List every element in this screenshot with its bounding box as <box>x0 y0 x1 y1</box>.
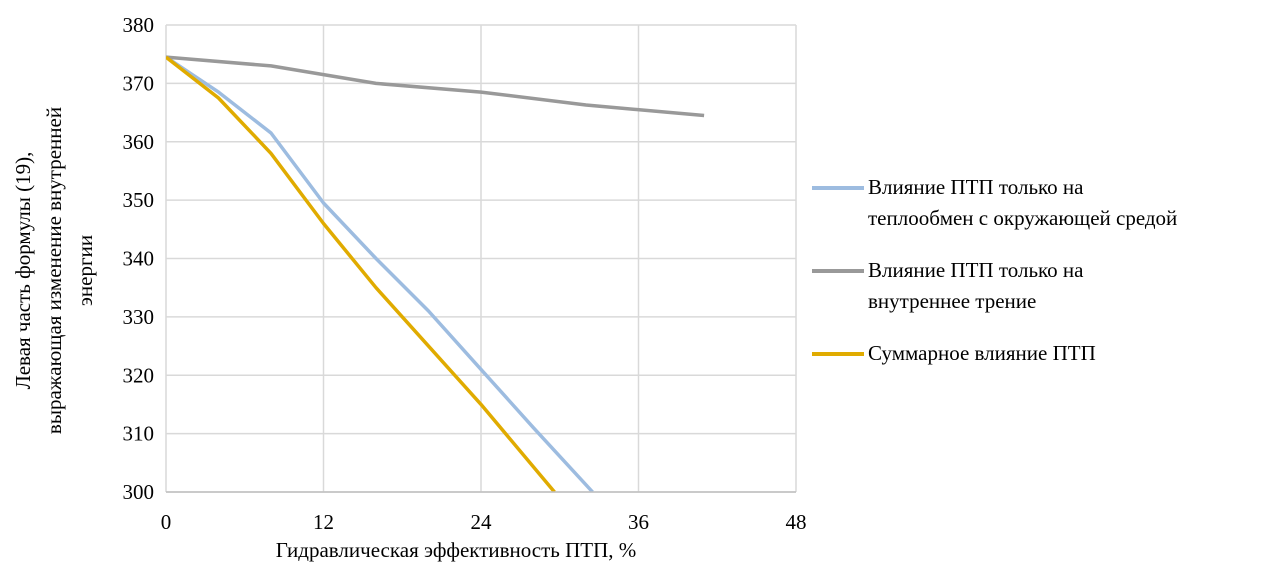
legend-swatch <box>812 269 864 273</box>
legend: Влияние ПТП только на теплообмен с окружа… <box>812 172 1262 369</box>
legend-label: теплообмен с окружающей средой <box>868 206 1178 230</box>
x-tick-label: 0 <box>161 510 172 534</box>
y-tick-label: 380 <box>123 13 155 37</box>
legend-item-3: Суммарное влияние ПТП <box>812 338 1262 369</box>
y-tick-label: 300 <box>123 480 155 504</box>
x-tick-label: 48 <box>786 510 807 534</box>
legend-label: внутреннее трение <box>868 289 1037 313</box>
legend-item-1: Влияние ПТП только на теплообмен с окружа… <box>812 172 1262 234</box>
y-tick-label: 360 <box>123 130 155 154</box>
y-tick-label: 340 <box>123 247 155 271</box>
y-axis-label: Левая часть формулы (19), выражающая изме… <box>11 107 97 434</box>
y-axis-label-line: выражающая изменение внутренней <box>42 107 66 434</box>
legend-swatch <box>812 186 864 190</box>
series-line-1 <box>166 55 594 492</box>
y-tick-label: 350 <box>123 188 155 212</box>
y-axis-label-line: Левая часть формулы (19), <box>11 152 35 390</box>
legend-label: Суммарное влияние ПТП <box>868 341 1096 365</box>
legend-item-2: Влияние ПТП только на внутреннее трение <box>812 255 1262 317</box>
series-line-3 <box>166 55 556 492</box>
y-tick-label: 320 <box>123 363 155 387</box>
y-tick-label: 310 <box>123 422 155 446</box>
legend-swatch <box>812 352 864 356</box>
tick-labels: 300 310 320 330 340 350 360 370 380 0 12 24 36 48 <box>123 13 807 534</box>
x-axis-label: Гидравлическая эффективность ПТП, % <box>276 538 637 562</box>
x-tick-label: 36 <box>628 510 649 534</box>
series-line-2 <box>166 55 705 118</box>
y-axis-label-line: энергии <box>73 235 97 306</box>
grid <box>165 24 797 493</box>
series-layer <box>166 55 705 492</box>
legend-label: Влияние ПТП только на <box>868 175 1084 199</box>
y-tick-label: 330 <box>123 305 155 329</box>
x-tick-label: 24 <box>471 510 493 534</box>
x-tick-label: 12 <box>313 510 334 534</box>
y-tick-label: 370 <box>123 71 155 95</box>
legend-label: Влияние ПТП только на <box>868 258 1084 282</box>
